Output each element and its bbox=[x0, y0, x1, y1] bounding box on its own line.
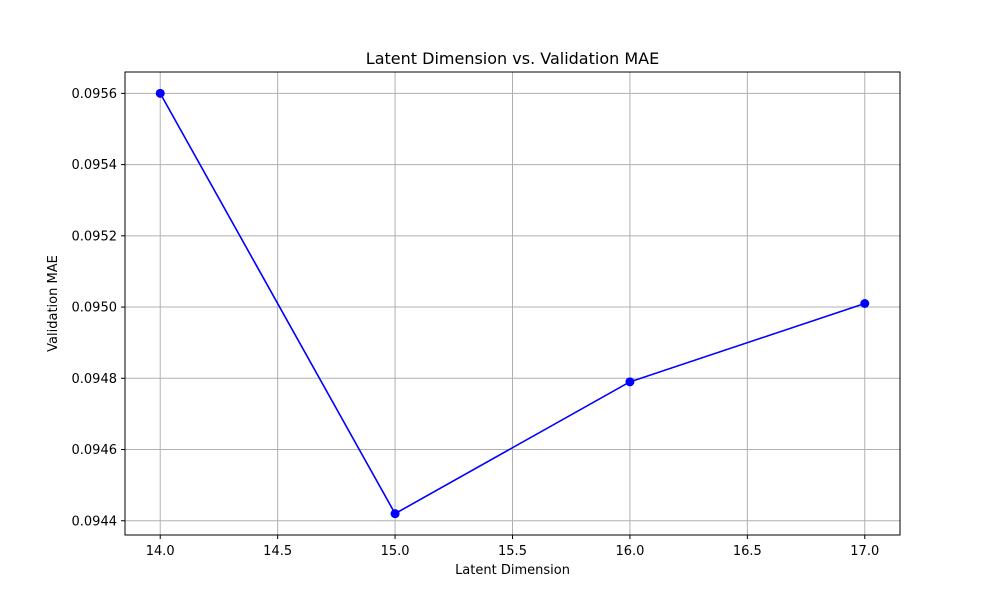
series-layer bbox=[155, 88, 870, 519]
y-tick-label: 0.0950 bbox=[72, 301, 118, 316]
y-axis-label: Validation MAE bbox=[46, 255, 61, 352]
grid-layer bbox=[125, 72, 900, 535]
y-tick-label: 0.0948 bbox=[72, 372, 118, 387]
y-tick-label: 0.0954 bbox=[72, 158, 118, 173]
x-tick-label: 17.0 bbox=[850, 544, 879, 559]
x-tick-label: 15.5 bbox=[498, 544, 527, 559]
data-point-marker bbox=[860, 299, 870, 308]
series-line bbox=[159, 92, 866, 515]
data-point-marker bbox=[625, 377, 635, 387]
y-tick-label: 0.0956 bbox=[72, 87, 118, 102]
x-tick-label: 16.0 bbox=[615, 544, 644, 559]
data-point-marker bbox=[390, 509, 400, 519]
x-axis-label: Latent Dimension bbox=[455, 563, 570, 578]
y-tick-label: 0.0946 bbox=[72, 443, 118, 458]
ticks-layer: 14.0 14.5 15.0 15.5 16.0 16.5 17.0 0.0944 0.0946… bbox=[72, 87, 880, 559]
x-tick-label: 15.0 bbox=[381, 544, 410, 559]
chart-title: Latent Dimension vs. Validation MAE bbox=[366, 49, 659, 68]
y-tick-label: 0.0952 bbox=[72, 229, 118, 244]
x-tick-label: 14.5 bbox=[263, 544, 292, 559]
x-tick-label: 14.0 bbox=[146, 544, 175, 559]
x-tick-label: 16.5 bbox=[733, 544, 762, 559]
data-point-marker bbox=[155, 88, 165, 98]
y-tick-label: 0.0944 bbox=[72, 514, 118, 529]
